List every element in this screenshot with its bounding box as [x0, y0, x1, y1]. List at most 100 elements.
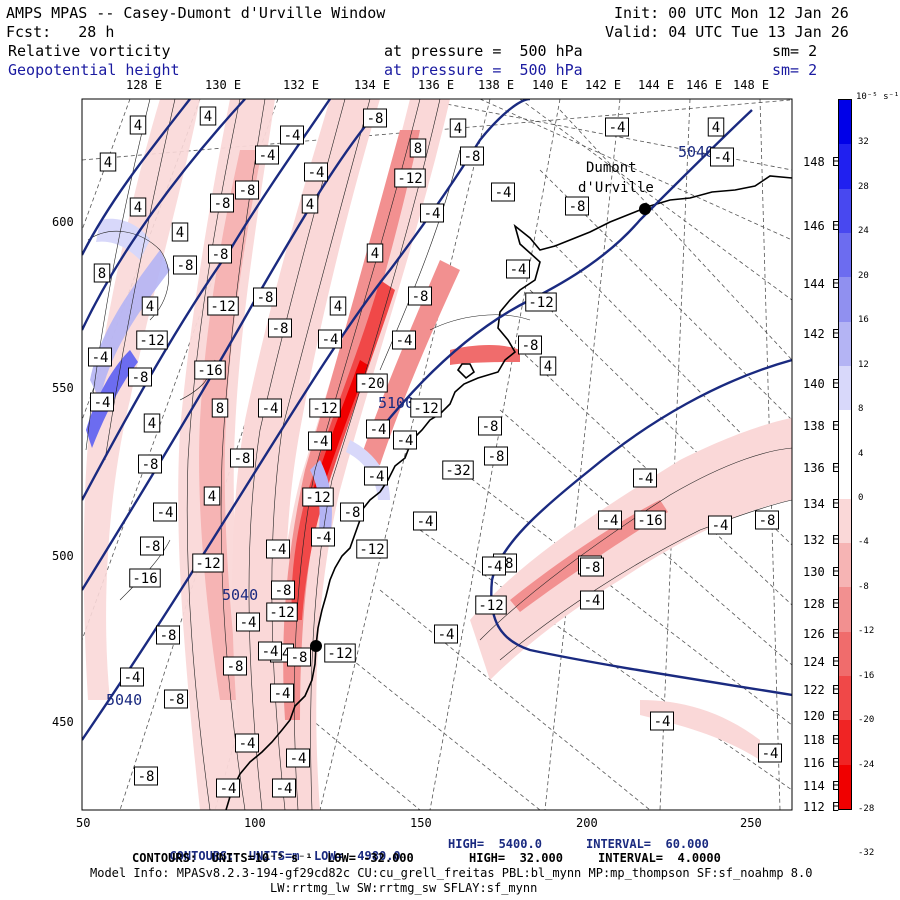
height-labels: 5040 5040 5040 5100 [106, 143, 714, 709]
vorticity-box-frame [710, 147, 734, 167]
vorticity-box-frame [88, 347, 112, 367]
footer-model-info-2: LW:rrtmg_lw SW:rrtmg_sw SFLAY:sf_mynn [270, 881, 538, 895]
footer-height-interval-text: INTERVAL= 60.000 [586, 837, 709, 851]
colorbar-segment [839, 587, 851, 632]
colorbar-segment [839, 277, 851, 322]
vorticity-box-frame [491, 182, 515, 202]
vorticity-value-box: -4 [90, 392, 114, 412]
vorticity-value-box: 8 [211, 398, 229, 418]
vorticity-box-frame [203, 486, 221, 506]
vorticity-value-box: -8 [580, 557, 604, 577]
vorticity-box-frame [236, 612, 260, 632]
vorticity-value-box: -8 [134, 766, 158, 786]
field2-smoothing: sm= 2 [772, 61, 818, 79]
vorticity-box-frame [329, 296, 347, 316]
x-axis-label: 50 [76, 816, 91, 830]
vorticity-value-box: -12 [309, 398, 341, 418]
colorbar-label: -8 [858, 581, 869, 592]
right-longitude-label: 134 E [803, 497, 840, 511]
valid-time: Valid: 04 UTC Tue 13 Jan 26 [605, 23, 849, 41]
dumont-durville-station-marker [639, 203, 651, 215]
right-longitude-label: 122 E [803, 683, 840, 697]
vorticity-box-frame [393, 430, 417, 450]
vorticity-value: -8 [412, 289, 429, 305]
vorticity-box-frame [129, 115, 147, 135]
vorticity-value: -4 [417, 514, 434, 530]
vorticity-value: -4 [714, 150, 731, 166]
vorticity-box-frame [475, 595, 507, 615]
vorticity-value: -8 [132, 370, 149, 386]
footer-vort-high-text: HIGH= 32.000 [469, 851, 563, 865]
plot-frame [81, 98, 793, 811]
vorticity-box-frame [478, 416, 502, 436]
vorticity-box-frame [633, 468, 657, 488]
vorticity-value-box: -4 [366, 419, 390, 439]
vorticity-value-box: -8 [138, 454, 162, 474]
vorticity-value-box: 4 [143, 413, 161, 433]
vorticity-value: -4 [602, 513, 619, 529]
vorticity-value-box: -4 [280, 125, 304, 145]
map-plot-area: Dumont d'Urville 5040 5040 5040 5100 4 4 4… [82, 99, 792, 810]
vorticity-value-box: -4 [633, 468, 657, 488]
right-longitude-label: 118 E [803, 733, 840, 747]
vorticity-box-frame [199, 106, 217, 126]
vorticity-box-frame [192, 553, 224, 573]
vorticity-box-frame [90, 392, 114, 412]
y-axis-label: 450 [52, 715, 74, 729]
vorticity-box-frame [394, 168, 426, 188]
vorticity-box-frame [140, 536, 164, 556]
vorticity-value-box: -4 [420, 203, 444, 223]
vorticity-value: -8 [569, 199, 586, 215]
vorticity-value: 4 [712, 120, 720, 136]
vorticity-value-box: -4 [708, 515, 732, 535]
vorticity-value: -8 [212, 247, 229, 263]
vorticity-value-box: -8 [210, 193, 234, 213]
field2-level: at pressure = 500 hPa [384, 61, 583, 79]
vorticity-value-box: -4 [236, 612, 260, 632]
colorbar-label: -28 [858, 804, 875, 814]
vorticity-value-box: -12 [475, 595, 507, 615]
right-longitude-label: 128 E [803, 597, 840, 611]
top-longitude-label: 148 E [733, 78, 770, 92]
colorbar-segment [839, 720, 851, 765]
vorticity-value-box: -20 [356, 373, 388, 393]
colorbar-segment [839, 232, 851, 278]
vorticity-box-frame [366, 243, 384, 263]
colorbar-segment [839, 321, 851, 366]
vorticity-value-box: -16 [194, 360, 226, 380]
vorticity-value: -8 [584, 560, 601, 576]
vorticity-value-box: 4 [199, 106, 217, 126]
right-longitude-label: 142 E [803, 327, 840, 341]
vorticity-value: -4 [92, 350, 109, 366]
vorticity-value-box: -4 [308, 431, 332, 451]
vorticity-value: -4 [124, 670, 141, 686]
vorticity-value: -4 [368, 469, 385, 485]
right-longitude-label: 126 E [803, 627, 840, 641]
vorticity-value: -12 [139, 333, 164, 349]
vorticity-box-frame [266, 602, 298, 622]
vorticity-value: 8 [216, 401, 224, 417]
vorticity-box-frame [340, 502, 364, 522]
vorticity-value-box: 4 [707, 117, 725, 137]
footer-height-contours: CONTOURS: UNITS=m LOW= 4980.0 [155, 838, 400, 862]
vorticity-value: -4 [370, 422, 387, 438]
vorticity-box-frame [253, 287, 277, 307]
vorticity-value: -12 [413, 401, 438, 417]
vorticity-value-box: -4 [482, 556, 506, 576]
vorticity-box-frame [449, 118, 467, 138]
vorticity-value-box: 4 [539, 356, 557, 376]
vorticity-value-box: -8 [268, 318, 292, 338]
vorticity-value-box: -4 [393, 430, 417, 450]
vorticity-value-box: -12 [410, 398, 442, 418]
vorticity-value-box: -4 [580, 590, 604, 610]
vorticity-value: -4 [510, 262, 527, 278]
vorticity-box-frame [484, 446, 508, 466]
vorticity-value-box: -4 [272, 778, 296, 798]
vorticity-box-frame [235, 180, 259, 200]
vorticity-value: -4 [262, 644, 279, 660]
colorbar-label: -16 [858, 670, 875, 681]
vorticity-box-frame [318, 329, 342, 349]
vorticity-box-frame [223, 656, 247, 676]
vorticity-value-box: -4 [413, 511, 437, 531]
